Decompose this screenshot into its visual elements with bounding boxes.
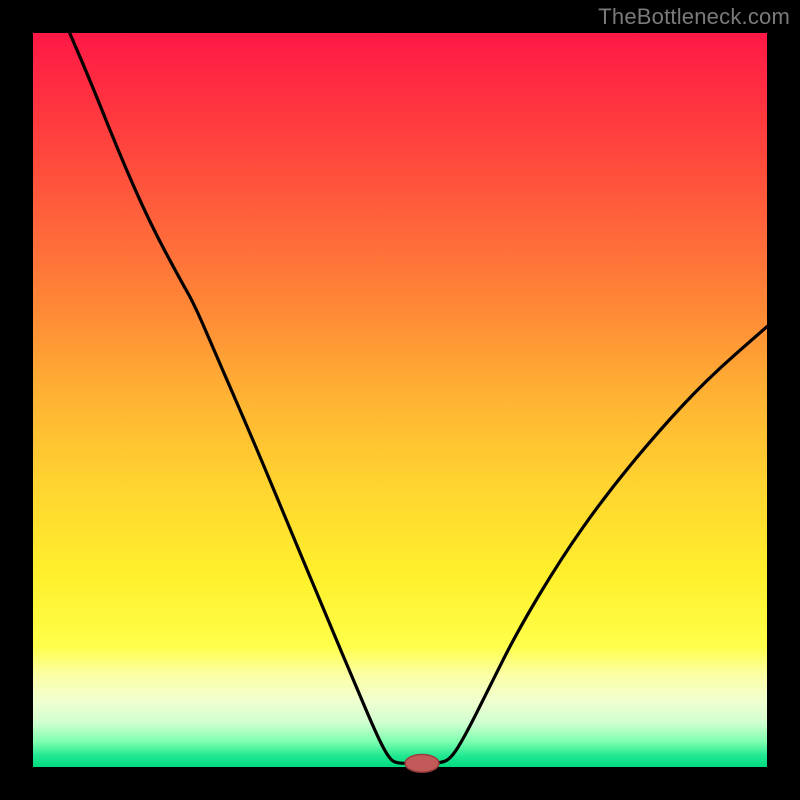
- optimal-marker: [405, 755, 439, 773]
- bottleneck-chart: [0, 0, 800, 800]
- watermark-text: TheBottleneck.com: [598, 4, 790, 30]
- chart-background: [33, 33, 767, 767]
- chart-container: TheBottleneck.com: [0, 0, 800, 800]
